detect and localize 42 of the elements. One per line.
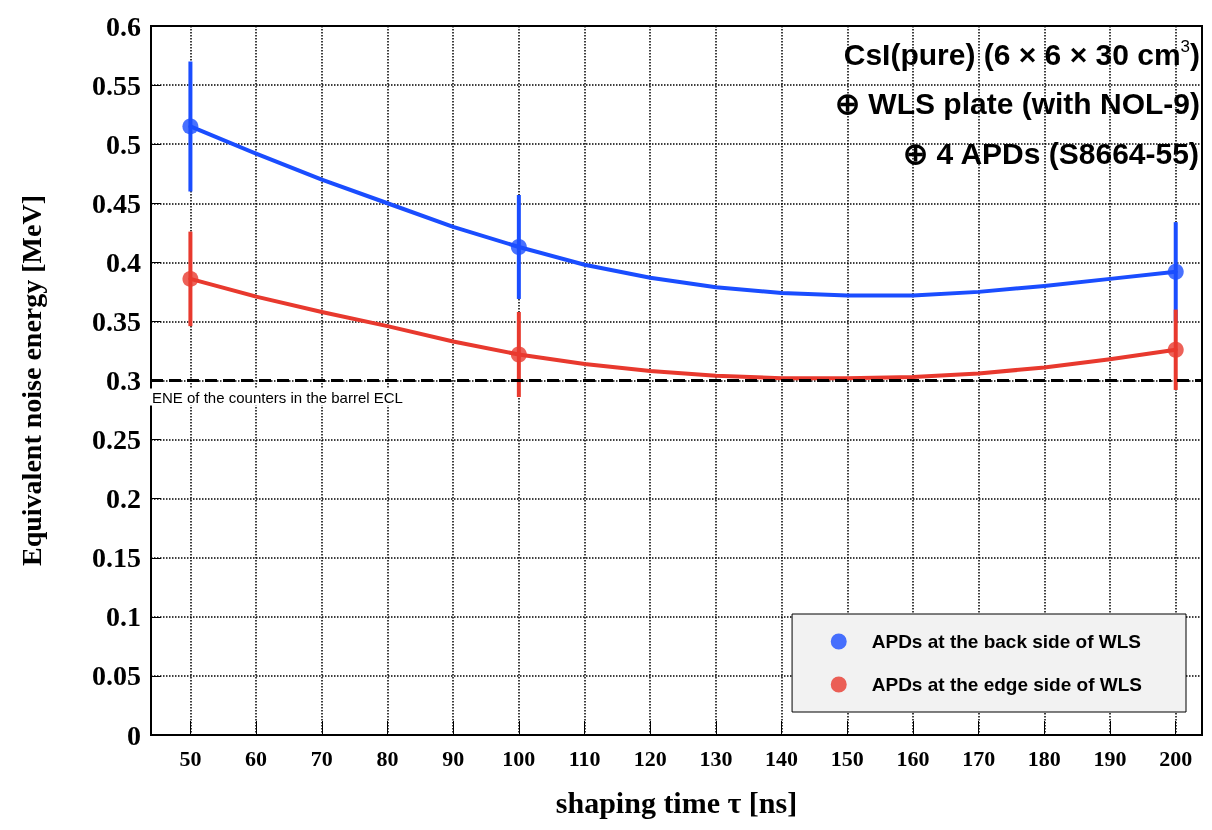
- y-tick-label: 0.35: [92, 305, 141, 337]
- x-tick-label: 180: [1027, 745, 1061, 771]
- point: [510, 238, 527, 255]
- x-tick-label: 200: [1159, 745, 1193, 771]
- y-tick-label: 0.4: [106, 246, 141, 278]
- annotation: ⊕ 4 APDs (S8664-55): [903, 136, 1199, 170]
- y-tick-label: 0.3: [106, 365, 141, 396]
- point: [182, 270, 199, 287]
- point: [1167, 263, 1184, 280]
- annotation: ⊕ WLS plate (with NOL-9): [835, 86, 1201, 120]
- x-tick-label: 50: [179, 745, 202, 771]
- y-tick-label: 0: [127, 719, 141, 751]
- x-tick-label: 130: [699, 745, 733, 771]
- ref-line-label: ENE of the counters in the barrel ECL: [152, 388, 403, 406]
- y-tick-label: 0.55: [92, 69, 141, 101]
- x-tick-label: 60: [245, 745, 268, 771]
- y-tick-label: 0.2: [106, 483, 141, 515]
- x-tick-label: 100: [502, 745, 536, 771]
- point: [182, 118, 199, 135]
- x-tick-label: 80: [376, 745, 399, 771]
- point: [1167, 341, 1184, 358]
- legend-label: APDs at the edge side of WLS: [871, 674, 1143, 695]
- x-tick-label: 70: [310, 745, 333, 771]
- x-tick-label: 150: [830, 745, 864, 771]
- x-tick-label: 160: [896, 745, 930, 771]
- legend-label: APDs at the back side of WLS: [871, 631, 1141, 652]
- y-tick-label: 0.45: [92, 187, 141, 219]
- point: [510, 346, 527, 363]
- y-tick-label: 0.5: [106, 128, 141, 160]
- y-tick-label: 0.6: [106, 10, 141, 42]
- y-axis-title: Equivalent noise energy [MeV]: [15, 195, 47, 566]
- x-tick-label: 170: [962, 745, 996, 771]
- x-tick-label: 140: [765, 745, 799, 771]
- y-tick-label: 0.05: [92, 660, 141, 692]
- x-tick-label: 110: [568, 745, 601, 771]
- x-tick-label: 90: [442, 745, 465, 771]
- y-tick-label: 0.15: [92, 542, 141, 574]
- x-tick-label: 190: [1093, 745, 1127, 771]
- x-tick-label: 120: [633, 745, 667, 771]
- y-tick-label: 0.25: [92, 424, 141, 456]
- y-tick-label: 0.1: [106, 601, 141, 633]
- x-axis-title: shaping time τ [ns]: [555, 785, 798, 819]
